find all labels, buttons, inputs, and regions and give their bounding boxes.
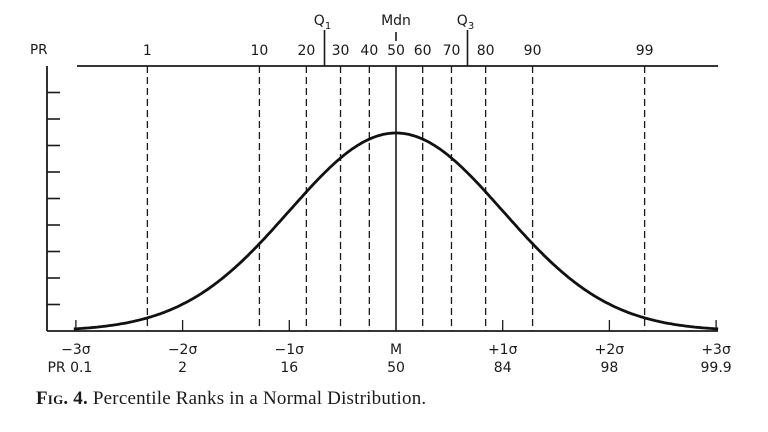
pr-tick-label: 70 xyxy=(443,43,461,59)
pr-bottom-label: 50 xyxy=(387,360,405,376)
sigma-label: −1σ xyxy=(275,342,305,358)
pr-bottom-label: 84 xyxy=(494,360,512,376)
pr-tick-label: 30 xyxy=(332,43,350,59)
pr-bottom-label: 98 xyxy=(600,360,618,376)
median-label: Mdn xyxy=(381,13,411,29)
caption-fig-number: 4. xyxy=(73,388,88,409)
caption-text: Percentile Ranks in a Normal Distributio… xyxy=(92,388,427,409)
sigma-label: +1σ xyxy=(488,342,518,358)
pr-top-axis: PR 1 10 20 30 40 50 60 70 80 90 99 Q1 Mdn Q3 xyxy=(30,13,718,67)
quartile-label: Q1 xyxy=(314,13,331,32)
sigma-label: −2σ xyxy=(168,342,198,358)
sigma-labels: −3σ −2σ −1σ M +1σ +2σ +3σ xyxy=(61,342,731,358)
sigma-label: +2σ xyxy=(595,342,625,358)
x-axis: −3σ −2σ −1σ M +1σ +2σ +3σ PR 0.1 2 16 50 84 98 99.9 xyxy=(47,320,732,376)
sigma-label: −3σ xyxy=(61,342,91,358)
pr-tick-label: 1 xyxy=(143,43,152,59)
pr-tick-label: 20 xyxy=(297,43,315,59)
pr-bottom-labels: PR 0.1 2 16 50 84 98 99.9 xyxy=(47,360,731,376)
y-axis xyxy=(46,66,60,331)
pr-tick-label: 10 xyxy=(251,43,269,59)
pr-tick-label: 40 xyxy=(360,43,378,59)
pr-bottom-label: 2 xyxy=(178,360,187,376)
normal-curve xyxy=(73,131,719,331)
pr-tick-labels: 1 10 20 30 40 50 60 70 80 90 99 xyxy=(143,43,654,59)
caption-fig-prefix: Fig. xyxy=(36,388,69,409)
pr-tick-label: 60 xyxy=(414,43,432,59)
quartile-label: Q3 xyxy=(457,13,474,32)
sigma-label: +3σ xyxy=(701,342,731,358)
pr-bottom-label: PR 0.1 xyxy=(47,360,92,376)
pr-axis-label: PR xyxy=(30,42,48,58)
sigma-label: M xyxy=(390,342,402,358)
pr-tick-label: 80 xyxy=(477,43,495,59)
pr-bottom-label: 16 xyxy=(280,360,298,376)
pr-tick-label: 50 xyxy=(387,43,405,59)
pr-bottom-label: 99.9 xyxy=(701,360,732,376)
pr-tick-label: 99 xyxy=(636,43,654,59)
percentile-lines xyxy=(146,66,646,331)
pr-tick-label: 90 xyxy=(524,43,542,59)
figure-caption: Fig. 4. Percentile Ranks in a Normal Dis… xyxy=(36,388,426,410)
